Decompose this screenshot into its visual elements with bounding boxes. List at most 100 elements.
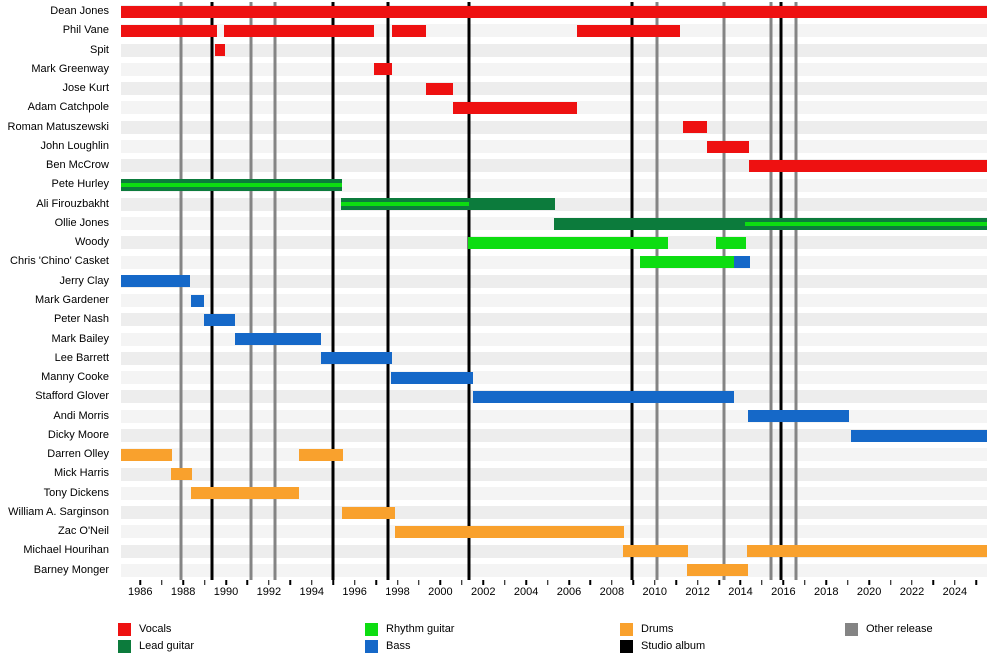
legend-label: Vocals — [139, 623, 172, 635]
member-name: Chris 'Chino' Casket — [10, 255, 109, 268]
timeline-bar-drums — [171, 468, 192, 481]
member-name: Lee Barrett — [54, 351, 109, 364]
timeline-bar-bass — [234, 333, 322, 346]
legend-item-rhythm_guitar: Rhythm guitar — [365, 622, 454, 636]
plot-area — [121, 2, 987, 580]
studio-album-line — [630, 2, 634, 580]
axis-year-label: 2016 — [771, 586, 796, 598]
member-name: John Loughlin — [40, 139, 109, 152]
legend-label: Studio album — [641, 640, 706, 652]
legend-item-bass: Bass — [365, 639, 410, 653]
axis-tick — [611, 580, 613, 585]
timeline-bar-vocals — [749, 159, 987, 172]
timeline-bar-vocals — [121, 5, 987, 18]
timeline-stripe-rhythm_guitar — [340, 202, 470, 207]
member-name: Jose Kurt — [62, 82, 109, 95]
axis-tick — [289, 580, 292, 585]
axis-tick — [568, 580, 570, 585]
lead_guitar-legend-swatch — [118, 639, 131, 653]
axis-tick — [375, 580, 377, 585]
timeline-bar-drums — [341, 506, 396, 519]
member-name: Andi Morris — [53, 409, 109, 422]
timeline-bar-drums — [746, 545, 987, 558]
timeline-bar-rhythm_guitar — [468, 236, 668, 249]
axis-tick — [975, 580, 978, 585]
member-name: Jerry Clay — [59, 274, 109, 287]
timeline-bar-vocals — [121, 24, 218, 37]
member-name: Peter Nash — [53, 313, 109, 326]
studio-album-line — [779, 2, 783, 580]
timeline-bar-vocals — [707, 140, 750, 153]
timeline-bar-vocals — [453, 101, 577, 114]
axis-tick — [353, 580, 356, 585]
other-release-line — [769, 2, 773, 580]
studio-album-line — [331, 2, 335, 580]
legend-item-vocals: Vocals — [118, 622, 171, 636]
other_release-legend-swatch — [845, 622, 858, 636]
x-axis: 1986 1988 1990 1992 1994 1996 1998 2000 2002 2004… — [121, 580, 987, 602]
axis-tick — [911, 580, 913, 585]
axis-tick — [718, 580, 720, 585]
axis-tick — [203, 580, 206, 585]
axis-year-label: 2004 — [513, 586, 539, 598]
timeline-bar-bass — [734, 256, 751, 269]
timeline-bar-vocals — [373, 63, 393, 76]
legend-item-other_release: Other release — [845, 622, 933, 636]
member-name: Spit — [90, 43, 109, 56]
axis-tick — [418, 580, 420, 585]
timeline-bar-drums — [686, 564, 748, 577]
axis-year-label: 2022 — [899, 586, 925, 598]
member-name: Barney Monger — [33, 563, 109, 576]
axis-tick — [889, 580, 892, 585]
timeline-bar-bass — [391, 371, 473, 384]
axis-tick — [868, 580, 870, 585]
axis-tick — [225, 580, 227, 585]
member-name: Mark Bailey — [51, 332, 109, 345]
axis-year-label: 1994 — [299, 586, 325, 598]
axis-tick — [846, 580, 849, 585]
member-name: Mark Gardener — [35, 294, 109, 306]
studio-album-line — [467, 2, 471, 580]
other-release-line — [722, 2, 726, 580]
legend-item-lead_guitar: Lead guitar — [118, 639, 194, 653]
axis-year-label: 2018 — [813, 586, 839, 598]
timeline-bar-vocals — [223, 24, 374, 37]
timeline-bar-drums — [395, 525, 624, 538]
member-name: Ollie Jones — [54, 216, 109, 229]
studio-album-line — [210, 2, 214, 580]
member-name: Woody — [74, 236, 109, 249]
axis-tick — [439, 580, 442, 585]
axis-year-label: 1992 — [256, 586, 282, 598]
timeline-bar-drums — [121, 448, 173, 461]
timeline-bar-bass — [472, 390, 735, 403]
timeline-bar-rhythm_guitar — [715, 236, 746, 249]
axis-tick — [503, 580, 506, 585]
axis-tick — [954, 580, 956, 585]
member-name: Ben McCrow — [46, 159, 109, 172]
axis-year-label: 2014 — [728, 586, 753, 598]
axis-tick — [804, 580, 806, 585]
vocals-legend-swatch — [118, 622, 131, 636]
axis-year-label: 2000 — [428, 586, 453, 598]
timeline-bar-drums — [298, 448, 343, 461]
axis-tick — [482, 580, 484, 585]
timeline-bar-bass — [190, 294, 204, 307]
axis-year-label: 1998 — [385, 586, 410, 598]
axis-year-label: 2020 — [856, 586, 882, 598]
axis-tick — [632, 580, 635, 585]
axis-year-label: 2008 — [599, 586, 625, 598]
bass-legend-swatch — [365, 639, 378, 653]
member-name: Stafford Glover — [35, 390, 109, 403]
axis-tick — [160, 580, 163, 585]
timeline-bar-bass — [321, 352, 393, 365]
axis-year-label: 1988 — [170, 586, 196, 598]
axis-tick — [739, 580, 742, 585]
other-release-line — [179, 2, 183, 580]
drums-legend-swatch — [620, 622, 633, 636]
axis-tick — [782, 580, 785, 585]
axis-tick — [546, 580, 549, 585]
axis-tick — [246, 580, 249, 585]
axis-year-label: 1986 — [128, 586, 153, 598]
other-release-line — [794, 2, 798, 580]
